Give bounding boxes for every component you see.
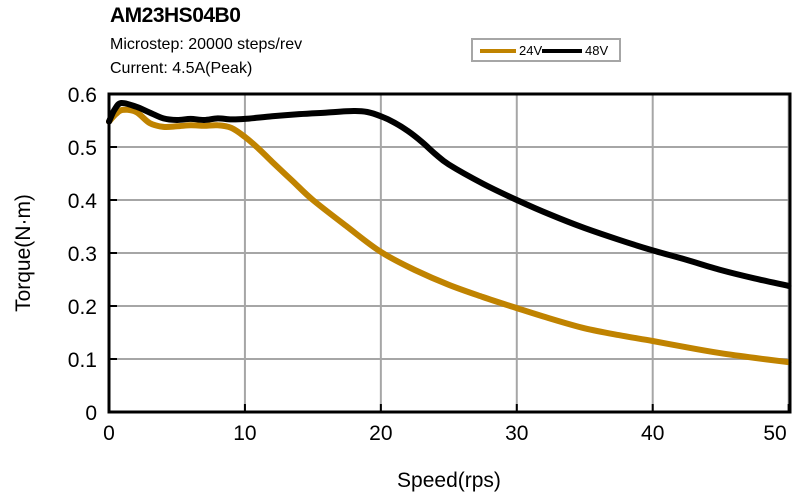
y-tick-label: 0.4 bbox=[68, 190, 98, 213]
x-tick-label: 30 bbox=[505, 422, 528, 445]
legend: 24V 48V bbox=[471, 38, 621, 62]
chart-subtitle-current: Current: 4.5A(Peak) bbox=[110, 60, 253, 77]
y-tick-label: 0.5 bbox=[68, 137, 97, 160]
y-tick-label: 0.1 bbox=[68, 349, 97, 372]
x-tick-label: 0 bbox=[103, 422, 115, 445]
series-line-24v bbox=[106, 106, 792, 366]
chart-title: AM23HS04B0 bbox=[110, 4, 241, 27]
grid-lines bbox=[109, 94, 790, 412]
series-line-48v bbox=[106, 99, 792, 289]
axis-ticks: 0 10 20 30 40 50 0 0.1 0.2 0.3 0.4 0.5 0.6 bbox=[68, 84, 790, 445]
legend-item-48v: 48V bbox=[542, 43, 608, 58]
legend-swatch-48v bbox=[542, 48, 582, 53]
y-tick-label: 0.3 bbox=[68, 243, 97, 266]
x-tick-label: 10 bbox=[233, 422, 256, 445]
chart-subtitle-microstep: Microstep: 20000 steps/rev bbox=[110, 36, 303, 53]
y-tick-label: 0.2 bbox=[68, 296, 97, 319]
x-tick-label: 20 bbox=[369, 422, 392, 445]
x-tick-label: 40 bbox=[641, 422, 664, 445]
y-tick-label: 0.6 bbox=[68, 84, 97, 107]
legend-item-24v: 24V bbox=[480, 43, 542, 58]
series-lines bbox=[106, 99, 792, 366]
y-tick-label: 0 bbox=[85, 402, 97, 425]
legend-label-48v: 48V bbox=[585, 43, 609, 58]
legend-label-24v: 24V bbox=[519, 43, 543, 58]
x-axis-label: Speed(rps) bbox=[397, 469, 501, 492]
x-tick-label: 50 bbox=[763, 422, 786, 445]
y-axis-label: Torque(N·m) bbox=[12, 194, 35, 312]
legend-swatch-24v bbox=[480, 48, 516, 53]
